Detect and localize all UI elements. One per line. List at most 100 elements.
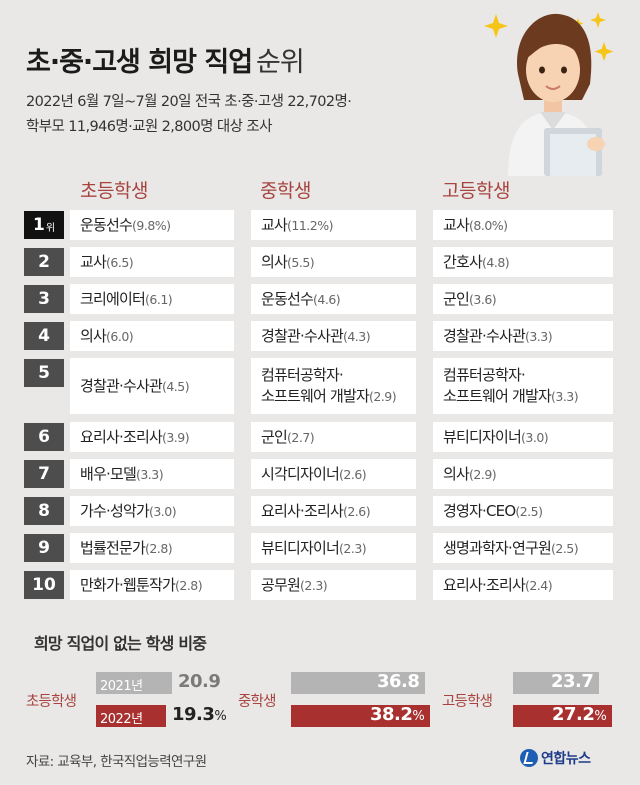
job-name: 공무원: [261, 575, 301, 594]
page-title: 초·중·고생 희망 직업 순위: [26, 40, 305, 79]
job-cell-elementary-2: 교사(6.5): [70, 247, 234, 277]
rank-badge-8: 8: [24, 497, 64, 525]
job-name: 시각디자이너: [261, 464, 340, 483]
job-name: 운동선수: [80, 215, 133, 234]
job-text: 운동선수(4.6): [261, 289, 341, 310]
job-cell-high-8: 경영자·CEO(2.5): [433, 496, 613, 526]
job-name: 군인: [261, 427, 288, 446]
job-text: 경찰관·수사관(4.3): [261, 326, 371, 347]
rank-badge-10: 10: [24, 571, 64, 599]
title-suffix: 순위: [256, 47, 305, 78]
job-percent: (3.0): [148, 503, 177, 519]
survey-description: 2022년 6월 7일~7월 20일 전국 초·중·고생 22,702명· 학부…: [26, 90, 426, 140]
bar-elementary-2021: [96, 672, 172, 694]
job-cell-high-4: 경찰관·수사관(3.3): [433, 321, 613, 351]
job-percent: (2.9): [469, 466, 497, 482]
publisher-logo: 연합뉴스: [520, 748, 591, 768]
job-name: 의사: [80, 326, 107, 345]
job-cell-middle-9: 뷰티디자이너(2.3): [251, 533, 416, 563]
job-percent: (4.3): [342, 328, 371, 344]
job-text: 뷰티디자이너(2.3): [261, 538, 367, 559]
job-text: 시각디자이너(2.6): [261, 464, 367, 485]
job-text: 요리사·조리사(2.6): [261, 501, 371, 522]
job-cell-high-9: 생명과학자·연구원(2.5): [433, 533, 613, 563]
rank-badge-4: 4: [24, 322, 64, 350]
job-name: 뷰티디자이너: [261, 538, 340, 557]
job-text: 교사(8.0%): [443, 215, 508, 236]
job-cell-high-6: 뷰티디자이너(3.0): [433, 422, 613, 452]
job-cell-elementary-7: 배우·모델(3.3): [70, 459, 234, 489]
bar-value-label: 20.9: [178, 671, 221, 692]
bar-value-label: 23.7: [551, 671, 594, 692]
job-percent: (2.3): [300, 577, 328, 593]
job-percent: (3.6): [469, 291, 497, 307]
job-text: 교사(6.5): [80, 252, 134, 273]
job-text: 크리에이터(6.1): [80, 289, 173, 310]
job-text: 생명과학자·연구원(2.5): [443, 538, 579, 559]
job-text: 요리사·조리사(3.9): [80, 427, 190, 448]
job-text: 의사(6.0): [80, 326, 134, 347]
bar-high-2021: [513, 672, 599, 694]
job-cell-elementary-8: 가수·성악가(3.0): [70, 496, 234, 526]
job-percent: (2.9): [368, 389, 397, 404]
rank-number: 5: [38, 363, 50, 383]
yonhap-logo-icon: [520, 749, 538, 767]
job-cell-elementary-1: 운동선수(9.8%): [70, 210, 234, 240]
job-percent: (6.0): [106, 328, 134, 344]
job-name: 요리사·조리사: [261, 501, 344, 520]
job-name: 배우·모델: [80, 464, 137, 483]
job-cell-high-1: 교사(8.0%): [433, 210, 613, 240]
job-percent: (3.3): [524, 328, 553, 344]
column-header-middle: 중학생: [260, 180, 311, 202]
job-percent: (3.0): [521, 429, 549, 445]
job-name: 군인: [443, 289, 470, 308]
job-cell-middle-5: 컴퓨터공학자· 소프트웨어 개발자(2.9): [251, 358, 416, 414]
rank-badge-3: 3: [24, 285, 64, 313]
job-cell-high-10: 요리사·조리사(2.4): [433, 570, 613, 600]
rank-badge-7: 7: [24, 460, 64, 488]
job-name: 교사: [261, 215, 288, 234]
job-name: 간호사: [443, 252, 483, 271]
job-text: 간호사(4.8): [443, 252, 510, 273]
bar-high-2022: [513, 705, 612, 727]
bar-group-label-high: 고등학생: [442, 694, 493, 710]
rank-number: 8: [38, 501, 50, 521]
bar-value-label: 36.8: [377, 671, 420, 692]
rank-number: 4: [38, 326, 50, 346]
bar-year-label: 2021년: [100, 679, 143, 694]
rank-number: 9: [38, 538, 50, 558]
rank-number: 6: [38, 427, 50, 447]
job-percent: (2.7): [287, 429, 315, 445]
job-cell-elementary-3: 크리에이터(6.1): [70, 284, 234, 314]
job-percent: (4.8): [482, 254, 510, 270]
job-name: 의사: [443, 464, 470, 483]
job-name: 만화가·웹툰작가: [80, 575, 176, 594]
rank-badge-5: 5: [24, 359, 64, 387]
rank-suffix: 위: [45, 222, 56, 234]
job-cell-middle-4: 경찰관·수사관(4.3): [251, 321, 416, 351]
job-text: 가수·성악가(3.0): [80, 501, 177, 522]
job-name: 요리사·조리사: [443, 575, 526, 594]
job-percent: (4.5): [161, 378, 190, 394]
title-main: 초·중·고생 희망 직업: [26, 47, 253, 78]
job-name: 뷰티디자이너: [443, 427, 522, 446]
publisher-logo-text: 연합뉴스: [541, 751, 591, 767]
job-percent: (2.3): [339, 540, 367, 556]
job-percent: (2.5): [515, 503, 543, 519]
job-cell-middle-6: 군인(2.7): [251, 422, 416, 452]
bar-value-label: 27.2%: [552, 704, 607, 725]
job-text: 컴퓨터공학자· 소프트웨어 개발자(2.9): [261, 365, 397, 407]
bar-value-label: 38.2%: [370, 704, 425, 725]
job-cell-high-2: 간호사(4.8): [433, 247, 613, 277]
job-text: 컴퓨터공학자· 소프트웨어 개발자(3.3): [443, 365, 579, 407]
column-header-high: 고등학생: [442, 180, 510, 202]
job-text: 의사(2.9): [443, 464, 497, 485]
job-text: 군인(2.7): [261, 427, 315, 448]
bar-group-label-middle: 중학생: [238, 694, 276, 710]
job-percent: (2.8): [145, 540, 173, 556]
job-cell-elementary-9: 법률전문가(2.8): [70, 533, 234, 563]
rank-number: 7: [38, 464, 50, 484]
bar-middle-2021: [291, 672, 425, 694]
job-percent: (5.5): [287, 254, 315, 270]
teacher-illustration-icon: [478, 4, 628, 176]
